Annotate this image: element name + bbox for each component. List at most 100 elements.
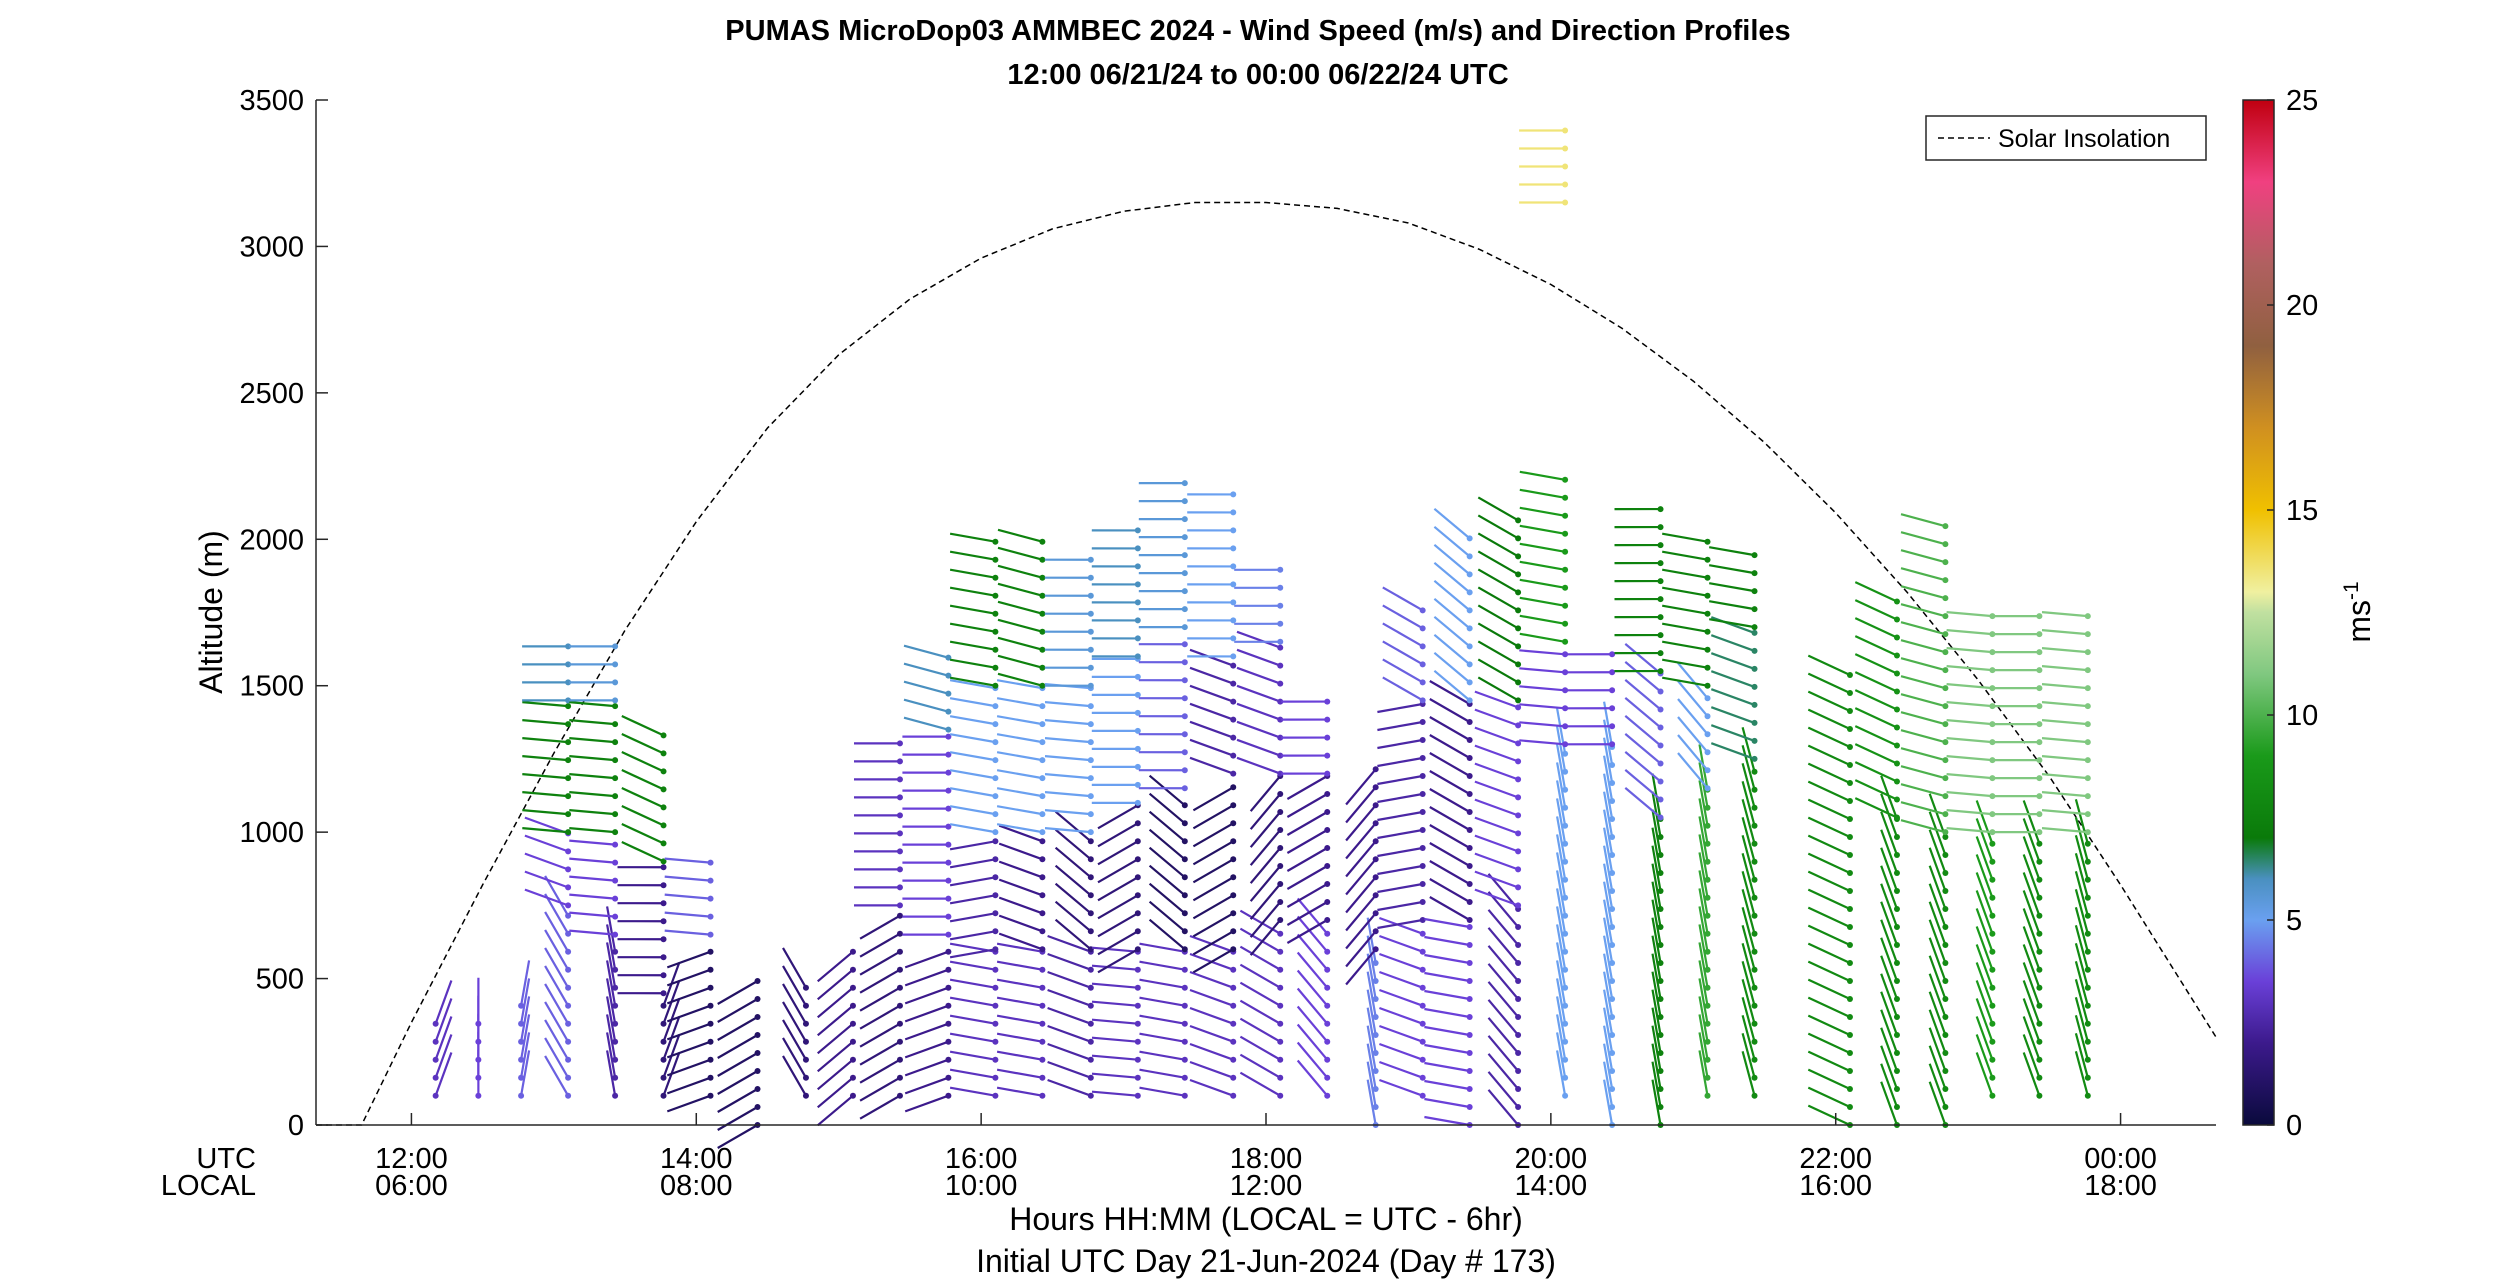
wind-barb-point xyxy=(1847,870,1853,876)
wind-barb-point xyxy=(565,1093,571,1099)
wind-barb-point xyxy=(1847,942,1853,948)
wind-barb-point xyxy=(1658,960,1664,966)
wind-barb-point xyxy=(2085,895,2091,901)
wind-barb-point xyxy=(1989,895,1995,901)
wind-barb-point xyxy=(1088,829,1094,835)
wind-barb-point xyxy=(992,838,998,844)
wind-barb-point xyxy=(897,1093,903,1099)
wind-barb-point xyxy=(1894,725,1900,731)
wind-barb-point xyxy=(2036,829,2042,835)
wind-barb-point xyxy=(1230,735,1236,741)
wind-barb-point xyxy=(1942,906,1948,912)
wind-barb-point xyxy=(661,732,667,738)
wind-barb-point xyxy=(945,1075,951,1081)
wind-barb-point xyxy=(1277,899,1283,905)
wind-barb-point xyxy=(612,1075,618,1081)
wind-barb-point xyxy=(1182,820,1188,826)
wind-barb-point xyxy=(708,896,714,902)
wind-barb-point xyxy=(1562,877,1568,883)
wind-barb-point xyxy=(1658,834,1664,840)
wind-barb-point xyxy=(1277,645,1283,651)
wind-barb-point xyxy=(1515,553,1521,559)
wind-barb-point xyxy=(1609,960,1615,966)
wind-barb-point xyxy=(1135,1003,1141,1009)
wind-barb-point xyxy=(1705,967,1711,973)
wind-barb-point xyxy=(1562,200,1568,206)
wind-barb-point xyxy=(2085,829,2091,835)
wind-barb-point xyxy=(992,593,998,599)
wind-barb-point xyxy=(2036,1057,2042,1063)
wind-barb-point xyxy=(1230,545,1236,551)
wind-barb-point xyxy=(433,1021,439,1027)
wind-barb-point xyxy=(1609,1086,1615,1092)
wind-barb-point xyxy=(565,902,571,908)
wind-barb-point xyxy=(1752,1021,1758,1027)
wind-barb-point xyxy=(708,1057,714,1063)
wind-barb-point xyxy=(1752,823,1758,829)
wind-barb-point xyxy=(1515,996,1521,1002)
wind-barb-point xyxy=(1467,589,1473,595)
wind-barb-point xyxy=(1609,942,1615,948)
wind-barb-point xyxy=(1562,495,1568,501)
wind-barb-point xyxy=(1658,614,1664,620)
wind-barb-point xyxy=(1942,649,1948,655)
wind-barb-point xyxy=(1039,928,1045,934)
wind-barb-point xyxy=(992,985,998,991)
wind-barb-point xyxy=(612,811,618,817)
wind-barb-point xyxy=(1420,1039,1426,1045)
wind-barb-point xyxy=(661,882,667,888)
wind-barb-point xyxy=(1182,534,1188,540)
wind-barb-point xyxy=(1562,1057,1568,1063)
wind-barb-point xyxy=(1752,967,1758,973)
wind-barb-point xyxy=(1088,874,1094,880)
wind-barb-point xyxy=(1420,791,1426,797)
wind-barb-point xyxy=(1705,1003,1711,1009)
wind-barb-point xyxy=(945,860,951,866)
wind-barb-point xyxy=(1705,647,1711,653)
wind-barb-point xyxy=(1989,967,1995,973)
colorbar-label-superscript: -1 xyxy=(2340,581,2363,600)
wind-barb-point xyxy=(1609,816,1615,822)
wind-barb-point xyxy=(1562,805,1568,811)
wind-barb-point xyxy=(1039,665,1045,671)
wind-barb-point xyxy=(1752,570,1758,576)
wind-barb-point xyxy=(1894,960,1900,966)
wind-barb-point xyxy=(1752,624,1758,630)
wind-barb-point xyxy=(1420,949,1426,955)
wind-barb-point xyxy=(1135,563,1141,569)
wind-barb-point xyxy=(1894,996,1900,1002)
wind-barb-point xyxy=(1467,697,1473,703)
wind-barb-point xyxy=(1373,910,1379,916)
wind-barb-point xyxy=(1088,1093,1094,1099)
wind-barb-point xyxy=(1135,692,1141,698)
wind-barb-point xyxy=(897,812,903,818)
wind-barb-point xyxy=(612,932,618,938)
wind-barb-point xyxy=(518,1075,524,1081)
wind-barb-point xyxy=(1942,852,1948,858)
wind-barb-point xyxy=(1230,771,1236,777)
wind-barb-point xyxy=(992,892,998,898)
wind-barb-point xyxy=(1562,621,1568,627)
wind-barb-point xyxy=(1658,906,1664,912)
wind-barb-point xyxy=(661,1093,667,1099)
wind-barb-point xyxy=(1230,985,1236,991)
wind-barb-point xyxy=(612,1039,618,1045)
wind-barb-point xyxy=(1230,838,1236,844)
wind-barb-point xyxy=(518,1039,524,1045)
wind-barb-point xyxy=(1658,996,1664,1002)
wind-barb-point xyxy=(1847,852,1853,858)
wind-barb-point xyxy=(1467,737,1473,743)
wind-barb-point xyxy=(1515,978,1521,984)
y-tick-label: 2500 xyxy=(239,378,304,410)
wind-barb-point xyxy=(803,1039,809,1045)
wind-barb-point xyxy=(1942,793,1948,799)
wind-barb-point xyxy=(1752,756,1758,762)
wind-barb-point xyxy=(612,1003,618,1009)
wind-barb-point xyxy=(1135,527,1141,533)
wind-barb-point xyxy=(1182,967,1188,973)
wind-barb-point xyxy=(1277,1039,1283,1045)
wind-barb-point xyxy=(1942,523,1948,529)
wind-barb-point xyxy=(1324,845,1330,851)
wind-barb-point xyxy=(1894,870,1900,876)
wind-barb-point xyxy=(1847,780,1853,786)
